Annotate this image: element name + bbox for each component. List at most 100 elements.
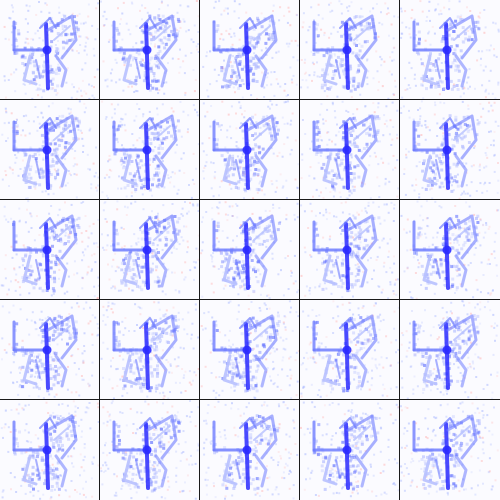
figure-stroke bbox=[135, 259, 141, 279]
figure-stroke bbox=[44, 222, 50, 290]
figure-stroke bbox=[235, 259, 241, 279]
heatmap-tile bbox=[300, 100, 400, 200]
figure-stroke bbox=[335, 459, 341, 479]
figure-stroke bbox=[435, 259, 441, 279]
figure-stroke bbox=[422, 54, 438, 86]
figure-stroke bbox=[54, 154, 68, 188]
figure-core bbox=[342, 445, 352, 455]
figure-core bbox=[242, 345, 252, 355]
figure-stroke bbox=[53, 225, 71, 241]
figure-stroke bbox=[339, 117, 357, 129]
figure-stroke bbox=[46, 414, 78, 460]
figure-stroke bbox=[446, 14, 478, 60]
figure-stroke bbox=[135, 459, 141, 479]
figure-stroke bbox=[354, 54, 368, 88]
figure-stroke bbox=[46, 314, 78, 360]
figure-stroke bbox=[253, 125, 271, 141]
figure-stroke bbox=[154, 454, 168, 488]
figure-stroke bbox=[39, 317, 57, 329]
figure-stroke bbox=[53, 125, 71, 141]
figure-stroke bbox=[453, 225, 471, 241]
figure-stroke bbox=[344, 422, 350, 490]
noise-layer bbox=[300, 300, 399, 398]
heatmap-figure bbox=[0, 200, 99, 299]
heatmap-tile bbox=[0, 0, 100, 100]
figure-stroke bbox=[22, 254, 38, 286]
figure-stroke bbox=[44, 322, 50, 390]
heatmap-tile bbox=[200, 200, 300, 300]
figure-stroke bbox=[246, 114, 278, 160]
figure-stroke bbox=[453, 325, 471, 341]
figure-stroke bbox=[235, 59, 241, 79]
figure-stroke bbox=[246, 214, 278, 260]
figure-stroke bbox=[454, 354, 468, 388]
figure-stroke bbox=[454, 154, 468, 188]
heatmap-tile bbox=[100, 400, 200, 500]
figure-core bbox=[142, 145, 152, 155]
figure-stroke bbox=[222, 154, 238, 186]
figure-stroke bbox=[222, 354, 238, 386]
figure-stroke bbox=[153, 425, 171, 441]
figure-stroke bbox=[254, 354, 268, 388]
figure-stroke bbox=[139, 417, 157, 429]
figure-stroke bbox=[144, 222, 150, 290]
figure-stroke bbox=[139, 217, 157, 229]
figure-core bbox=[242, 45, 252, 55]
figure-stroke bbox=[444, 222, 450, 290]
figure-stroke bbox=[339, 217, 357, 229]
heatmap-figure bbox=[101, 200, 199, 296]
heatmap-figure bbox=[200, 201, 299, 299]
figure-stroke bbox=[139, 117, 157, 129]
figure-stroke bbox=[344, 22, 350, 90]
figure-stroke bbox=[39, 17, 57, 29]
heatmap-tile bbox=[100, 200, 200, 300]
figure-stroke bbox=[222, 54, 238, 86]
figure-stroke bbox=[422, 354, 438, 386]
figure-stroke bbox=[122, 454, 138, 486]
heatmap-tile bbox=[400, 400, 500, 500]
figure-stroke bbox=[344, 322, 350, 390]
figure-stroke bbox=[144, 322, 150, 390]
figure-stroke bbox=[322, 254, 338, 286]
figure-core bbox=[342, 245, 352, 255]
figure-stroke bbox=[446, 314, 478, 360]
noise-layer bbox=[201, 100, 299, 199]
figure-stroke bbox=[454, 454, 468, 488]
heatmap-figure bbox=[300, 300, 399, 398]
figure-stroke bbox=[439, 317, 457, 329]
heatmap-tile bbox=[100, 300, 200, 400]
figure-stroke bbox=[122, 354, 138, 386]
figure-stroke bbox=[239, 17, 257, 29]
heatmap-figure bbox=[200, 300, 299, 399]
figure-stroke bbox=[439, 117, 457, 129]
figure-stroke bbox=[22, 54, 38, 86]
figure-core bbox=[42, 445, 52, 455]
figure-stroke bbox=[346, 414, 378, 460]
figure-stroke bbox=[35, 159, 41, 179]
figure-stroke bbox=[435, 59, 441, 79]
figure-stroke bbox=[46, 114, 78, 160]
figure-stroke bbox=[246, 314, 278, 360]
figure-stroke bbox=[235, 359, 241, 379]
figure-stroke bbox=[54, 254, 68, 288]
figure-core bbox=[342, 45, 352, 55]
figure-stroke bbox=[146, 414, 178, 460]
heatmap-tile bbox=[0, 300, 100, 400]
figure-core bbox=[442, 145, 452, 155]
figure-stroke bbox=[439, 217, 457, 229]
figure-stroke bbox=[53, 425, 71, 441]
figure-core bbox=[142, 345, 152, 355]
figure-stroke bbox=[39, 117, 57, 129]
figure-core bbox=[242, 145, 252, 155]
figure-stroke bbox=[322, 454, 338, 486]
figure-stroke bbox=[254, 54, 268, 88]
figure-core bbox=[142, 45, 152, 55]
figure-stroke bbox=[422, 154, 438, 186]
figure-stroke bbox=[53, 325, 71, 341]
figure-stroke bbox=[253, 25, 271, 41]
heatmap-figure bbox=[100, 0, 199, 96]
figure-stroke bbox=[439, 417, 457, 429]
figure-core bbox=[142, 245, 152, 255]
figure-core bbox=[142, 445, 152, 455]
